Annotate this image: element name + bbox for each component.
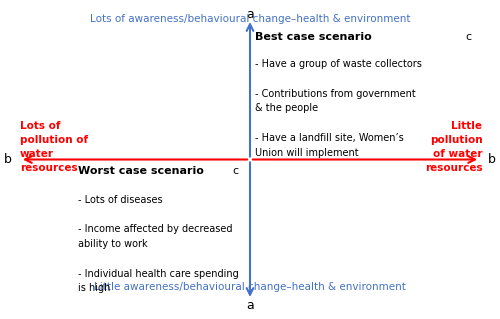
Text: Little awareness/behavioural change–health & environment: Little awareness/behavioural change–heal… bbox=[94, 282, 406, 292]
Text: Lots of awareness/behavioural change–health & environment: Lots of awareness/behavioural change–hea… bbox=[90, 14, 410, 24]
Text: b: b bbox=[4, 153, 12, 166]
Text: Worst case scenario: Worst case scenario bbox=[78, 166, 204, 176]
Text: c: c bbox=[232, 166, 238, 176]
Text: Lots of
pollution of
water
resources: Lots of pollution of water resources bbox=[20, 121, 88, 173]
Text: a: a bbox=[246, 299, 254, 312]
Text: b: b bbox=[488, 153, 496, 166]
Text: - Have a group of waste collectors

- Contributions from government
& the people: - Have a group of waste collectors - Con… bbox=[255, 59, 422, 158]
Text: Best case scenario: Best case scenario bbox=[255, 32, 372, 42]
Text: Little
pollution
of water
resources: Little pollution of water resources bbox=[425, 121, 482, 173]
Text: c: c bbox=[465, 32, 471, 42]
Text: a: a bbox=[246, 8, 254, 21]
Text: - Lots of diseases

- Income affected by decreased
ability to work

- Individual: - Lots of diseases - Income affected by … bbox=[78, 195, 238, 293]
